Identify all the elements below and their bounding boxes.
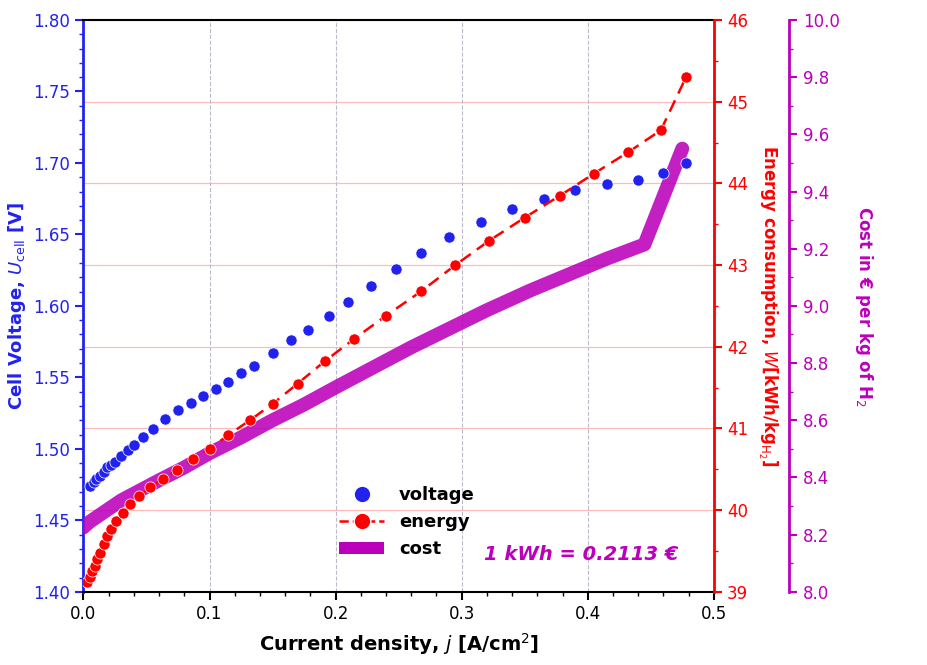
Point xyxy=(552,190,567,201)
Point xyxy=(184,398,198,408)
Point xyxy=(290,378,305,389)
Point xyxy=(104,523,119,534)
Point xyxy=(599,179,614,190)
Point xyxy=(378,311,393,321)
Point xyxy=(93,471,108,481)
Point xyxy=(96,539,111,550)
Point xyxy=(185,454,200,465)
Point xyxy=(363,281,378,291)
Point xyxy=(322,311,337,321)
Point xyxy=(247,360,261,371)
Point xyxy=(196,390,210,401)
Point xyxy=(621,147,636,158)
Point xyxy=(135,432,150,443)
Point xyxy=(318,355,333,366)
Point xyxy=(473,216,488,227)
Point xyxy=(108,515,123,526)
Y-axis label: Energy consumption, $W$[kWh/kg$_{\mathrm{H_2}}$]: Energy consumption, $W$[kWh/kg$_{\mathrm… xyxy=(756,145,780,467)
Text: 1 kWh = 0.2113 €: 1 kWh = 0.2113 € xyxy=(484,545,679,565)
Point xyxy=(126,440,141,450)
Point xyxy=(448,260,463,271)
Point xyxy=(143,482,158,493)
Point xyxy=(413,247,428,258)
Point xyxy=(80,577,95,587)
Point xyxy=(265,398,280,409)
Point xyxy=(243,415,258,426)
Point xyxy=(221,376,235,387)
Point xyxy=(114,451,129,462)
Point xyxy=(108,456,122,467)
Point xyxy=(121,445,135,456)
Point xyxy=(100,462,115,473)
Point xyxy=(171,405,185,416)
Point xyxy=(517,212,532,223)
Point xyxy=(122,499,137,510)
Point xyxy=(115,507,130,518)
Point xyxy=(656,168,671,178)
Point xyxy=(679,158,693,168)
Point xyxy=(158,414,172,424)
Point xyxy=(679,72,693,82)
Point xyxy=(388,263,403,274)
Point xyxy=(100,531,115,541)
Point xyxy=(587,168,602,179)
Point xyxy=(441,232,456,243)
Point xyxy=(265,348,280,358)
Point xyxy=(284,335,298,346)
Point xyxy=(83,572,97,583)
Point xyxy=(221,430,235,440)
Point xyxy=(170,465,184,475)
Legend: voltage, energy, cost: voltage, energy, cost xyxy=(332,479,482,566)
Point xyxy=(132,491,146,501)
Point xyxy=(87,561,102,571)
Point xyxy=(654,125,668,136)
Point xyxy=(567,185,582,196)
Point xyxy=(504,203,519,214)
Point xyxy=(83,481,97,491)
Point xyxy=(482,235,497,246)
Point xyxy=(89,473,104,484)
Point xyxy=(347,333,362,344)
Point xyxy=(85,566,100,577)
Point xyxy=(234,368,248,378)
Point xyxy=(209,384,223,394)
Point xyxy=(413,286,428,297)
Point xyxy=(86,476,101,487)
Point xyxy=(202,444,217,454)
Point xyxy=(96,466,111,477)
Point xyxy=(93,547,108,558)
Point xyxy=(90,554,105,565)
Point xyxy=(156,473,171,484)
Point xyxy=(104,460,119,470)
X-axis label: Current density, $j$ [A/cm$^2$]: Current density, $j$ [A/cm$^2$] xyxy=(259,631,539,657)
Y-axis label: Cost in € per kg of H$_2$: Cost in € per kg of H$_2$ xyxy=(854,205,875,406)
Point xyxy=(630,175,645,186)
Point xyxy=(146,424,160,434)
Point xyxy=(536,194,551,204)
Point xyxy=(341,297,356,307)
Y-axis label: Cell Voltage, $U_{\mathrm{cell}}$ [V]: Cell Voltage, $U_{\mathrm{cell}}$ [V] xyxy=(6,202,28,410)
Point xyxy=(300,325,315,336)
